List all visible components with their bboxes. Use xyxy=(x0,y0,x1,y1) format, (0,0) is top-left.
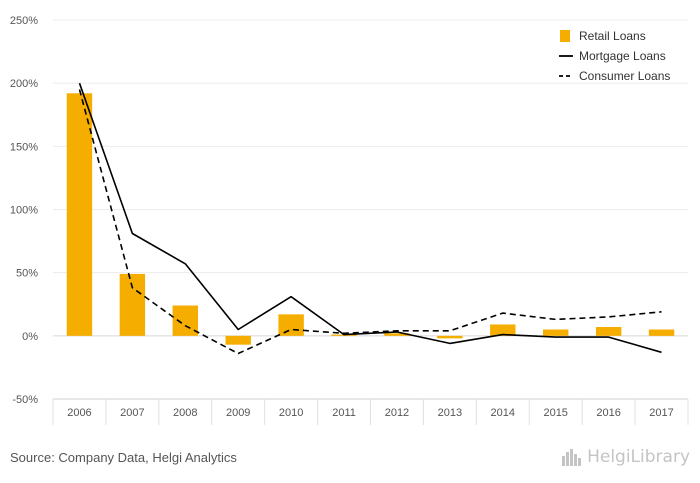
bar-retail-loans xyxy=(225,335,251,345)
legend: Retail Loans Mortgage Loans Consumer Loans xyxy=(559,29,670,83)
x-tick-label: 2016 xyxy=(596,407,620,419)
y-tick-label: 200% xyxy=(10,78,38,90)
y-tick-label: 0% xyxy=(22,331,38,343)
series-lines xyxy=(78,82,662,355)
line-mortgage-loans xyxy=(78,82,662,354)
x-tick-label: 2007 xyxy=(120,407,144,419)
bar-retail-loans xyxy=(490,324,516,336)
logo-text: HelgiLibrary xyxy=(587,447,690,467)
x-axis: 2006 2007 2008 2009 2010 2011 2012 2013 2014 2015… xyxy=(52,398,689,425)
line-consumer-loans xyxy=(78,89,662,355)
y-tick-label: -50% xyxy=(12,394,38,406)
x-tick-label: 2011 xyxy=(332,407,356,419)
y-tick-label: 100% xyxy=(10,205,38,217)
x-tick-label: 2013 xyxy=(438,407,462,419)
x-tick-label: 2014 xyxy=(491,407,515,419)
x-tick-label: 2010 xyxy=(279,407,303,419)
y-tick-label: 250% xyxy=(10,15,38,27)
retail-loans-bars xyxy=(66,93,675,345)
y-tick-label: 150% xyxy=(10,141,38,153)
bar-retail-loans xyxy=(437,335,463,339)
helgi-library-logo: HelgiLibrary xyxy=(561,447,690,467)
x-tick-label: 2008 xyxy=(173,407,197,419)
loans-growth-chart: 250%200%150%100%50%0%-50% 2006 2007 2008 20… xyxy=(9,15,689,425)
source-note: Source: Company Data, Helgi Analytics xyxy=(10,450,237,465)
bar-retail-loans xyxy=(543,329,569,336)
legend-swatch-retail-loans xyxy=(560,30,570,42)
bar-retail-loans xyxy=(66,93,93,336)
x-tick-label: 2015 xyxy=(543,407,567,419)
bar-retail-loans xyxy=(278,314,304,336)
legend-label: Consumer Loans xyxy=(579,69,670,83)
x-tick-label: 2012 xyxy=(385,407,409,419)
x-tick-label: 2009 xyxy=(226,407,250,419)
bar-retail-loans xyxy=(595,326,622,336)
city-skyline-icon xyxy=(562,449,582,466)
bar-retail-loans xyxy=(119,273,146,336)
bar-retail-loans xyxy=(172,305,198,336)
bar-retail-loans xyxy=(648,329,675,336)
x-tick-label: 2006 xyxy=(67,407,91,419)
x-tick-label: 2017 xyxy=(649,407,673,419)
legend-label: Retail Loans xyxy=(579,29,646,43)
y-tick-label: 50% xyxy=(16,268,38,280)
y-axis-tick-labels: 250% 200% 150% 100% 50% 0% -50% xyxy=(10,15,38,406)
bar-retail-loans xyxy=(384,333,410,336)
legend-label: Mortgage Loans xyxy=(579,49,666,63)
